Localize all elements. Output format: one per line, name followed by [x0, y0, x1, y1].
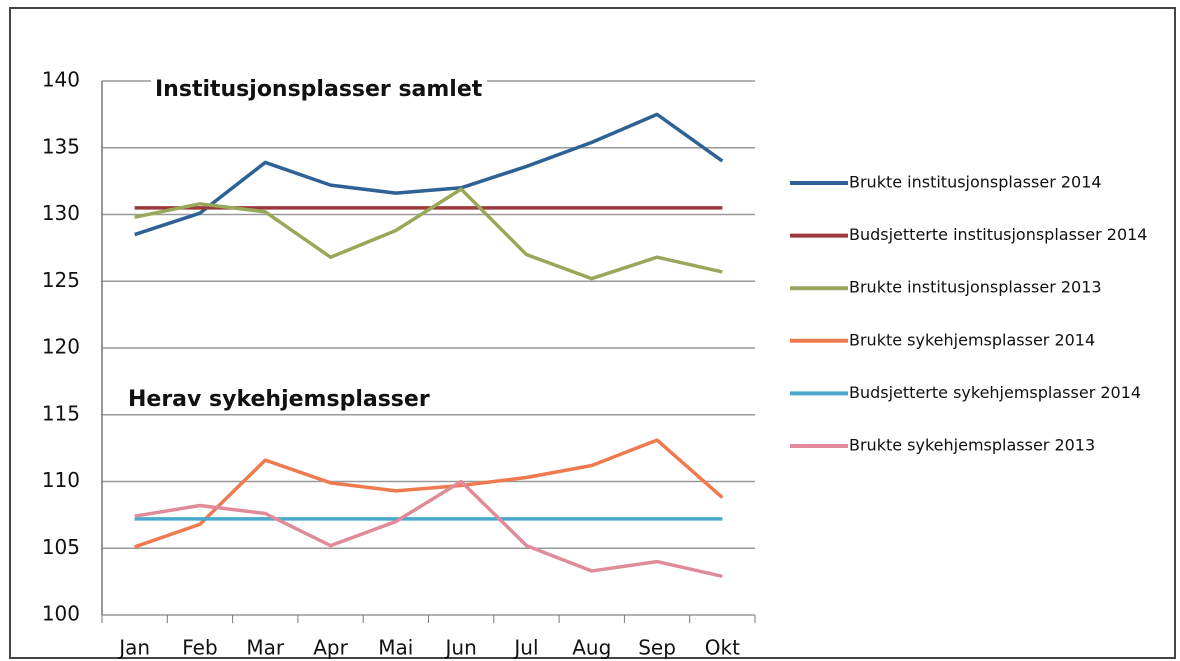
x-tick-label: Sep	[638, 636, 676, 660]
y-tick-label: 135	[42, 134, 80, 158]
y-tick-label: 125	[42, 268, 80, 292]
y-tick-label: 100	[42, 602, 80, 626]
series-line	[134, 479, 723, 578]
x-tick-label: Aug	[572, 636, 611, 660]
legend-label: Budsjetterte sykehjemsplasser 2014	[849, 383, 1141, 402]
legend-label: Brukte institusjonsplasser 2013	[849, 278, 1102, 297]
x-tick-label: Mai	[378, 636, 413, 660]
annotation: Institusjonsplasser samlet	[155, 77, 483, 102]
annotation-bg	[124, 385, 434, 414]
series-line	[134, 438, 724, 549]
annotation: Herav sykehjemsplasser	[128, 387, 430, 412]
y-tick-label: 140	[42, 68, 80, 92]
x-tick-label: Feb	[182, 636, 217, 660]
x-tick-label: Jan	[117, 636, 150, 660]
y-tick-label: 105	[42, 535, 80, 559]
series-line	[134, 112, 724, 237]
series-line	[134, 187, 723, 281]
annotation-bg	[151, 75, 487, 104]
legend-label: Brukte institusjonsplasser 2014	[849, 173, 1102, 192]
legend-label: Brukte sykehjemsplasser 2014	[849, 330, 1095, 349]
frame	[9, 7, 1176, 659]
y-tick-label: 130	[42, 201, 80, 225]
y-tick-label: 115	[42, 401, 80, 425]
legend-label: Budsjetterte institusjonsplasser 2014	[849, 225, 1147, 244]
y-tick-label: 110	[42, 468, 80, 492]
x-tick-label: Mar	[246, 636, 285, 660]
x-tick-label: Jul	[512, 636, 538, 660]
x-tick-label: Okt	[705, 636, 740, 660]
legend-label: Brukte sykehjemsplasser 2013	[849, 436, 1095, 455]
x-tick-label: Apr	[313, 636, 348, 660]
x-tick-label: Jun	[444, 636, 477, 660]
y-tick-label: 120	[42, 335, 80, 359]
